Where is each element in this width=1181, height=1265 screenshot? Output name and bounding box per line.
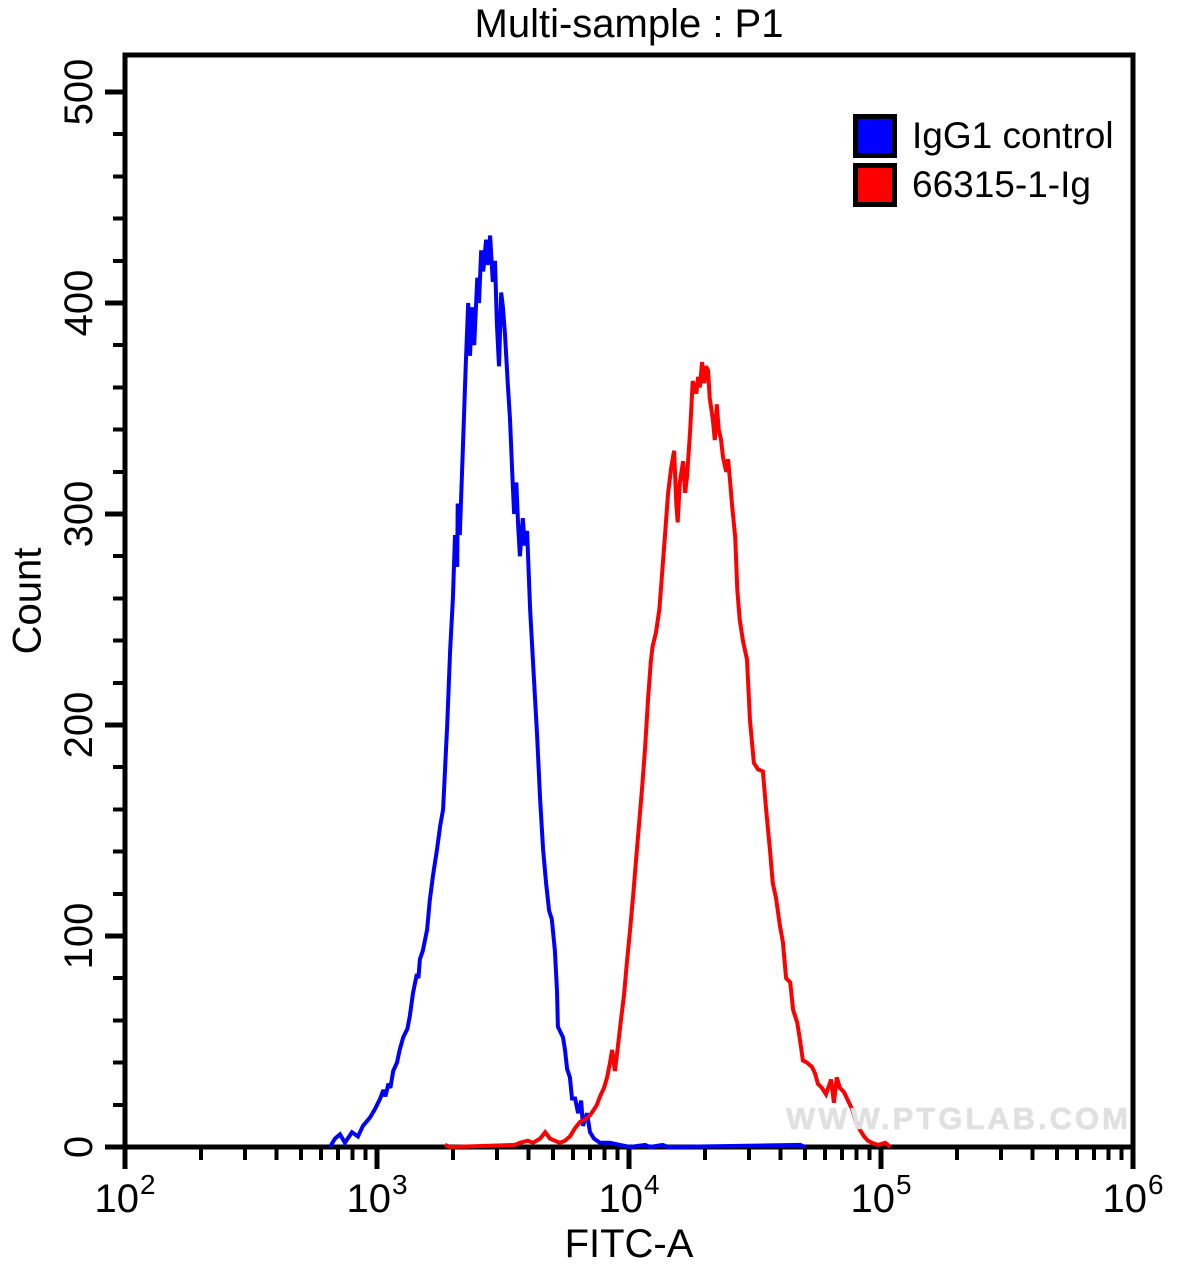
x-tick-label: 106 bbox=[1102, 1169, 1163, 1221]
y-tick-label: 300 bbox=[57, 481, 101, 548]
x-tick-label: 103 bbox=[346, 1169, 407, 1221]
y-tick-label: 0 bbox=[57, 1136, 101, 1158]
legend: IgG1 control 66315-1-Ig bbox=[853, 112, 1114, 210]
y-tick-label: 200 bbox=[57, 692, 101, 759]
y-axis-title: Count bbox=[5, 547, 50, 655]
chart-title: Multi-sample : P1 bbox=[474, 2, 784, 46]
legend-label-igg1-control: IgG1 control bbox=[912, 115, 1114, 156]
y-tick-label: 400 bbox=[57, 270, 101, 337]
plot-frame bbox=[122, 52, 1136, 1150]
antibody-66315-1-ig-curve bbox=[444, 361, 892, 1150]
axis-tick-labels: 0 100 200 300 400 500 102 103 104 105 106 bbox=[57, 59, 1164, 1221]
x-tick-label: 104 bbox=[598, 1169, 659, 1221]
x-tick-label: 102 bbox=[94, 1169, 155, 1221]
y-tick-label: 500 bbox=[57, 59, 101, 126]
y-tick-label: 100 bbox=[57, 903, 101, 970]
legend-swatch-red bbox=[853, 163, 897, 207]
legend-swatch-blue bbox=[853, 114, 897, 158]
legend-item-igg1-control: IgG1 control bbox=[853, 112, 1114, 160]
axis-ticks bbox=[105, 89, 1136, 1169]
legend-item-66315-1-ig: 66315-1-Ig bbox=[853, 161, 1114, 209]
x-axis-title: FITC-A bbox=[564, 1222, 694, 1265]
histogram-curves bbox=[328, 235, 892, 1150]
igg1-control-curve bbox=[328, 235, 806, 1150]
watermark: WWW.PTGLAB.COM bbox=[785, 1101, 1131, 1136]
x-tick-label: 105 bbox=[850, 1169, 911, 1221]
legend-label-66315-1-ig: 66315-1-Ig bbox=[912, 164, 1091, 205]
